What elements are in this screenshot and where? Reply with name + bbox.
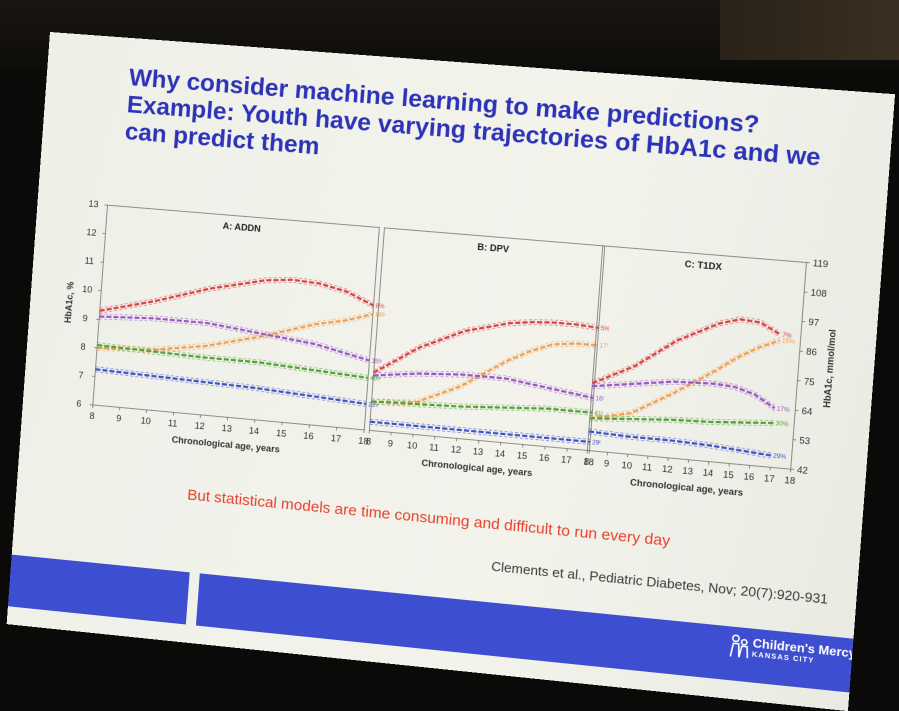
x-tick-label: 12 [450,444,461,455]
x-tick-label: 17 [330,433,341,444]
series-line [590,407,774,435]
x-tick-label: 9 [387,438,393,449]
x-tick-label: 18 [784,475,795,486]
series-band-lower [588,434,771,458]
y-right-tick-label: 119 [812,258,828,270]
x-tick-label: 14 [249,425,260,436]
x-tick-label: 16 [539,452,550,463]
series-end-label: 30% [775,421,789,428]
y-tick-label: 12 [86,227,97,238]
x-tick-label: 15 [276,428,287,439]
x-tick-label: 12 [194,420,205,431]
panel-title: B: DPV [477,242,509,255]
x-tick-label: 9 [604,458,610,469]
projected-slide: Why consider machine learning to make pr… [7,32,895,711]
chart-panel-addn: A: ADDN89101112131415161718Chronological… [49,192,392,487]
x-tick-label: 14 [494,448,505,459]
series-band-upper [590,322,780,432]
y-tick-label: 11 [84,256,94,267]
x-tick-label: 13 [221,423,232,434]
series-band-lower [592,310,781,402]
series-line [374,307,599,392]
y-tick-label: 13 [88,199,99,210]
x-tick-label: 11 [168,418,178,429]
series-end-label: 15% [782,339,796,346]
series-band-lower [373,310,598,395]
x-tick-label: 10 [407,440,418,451]
x-tick-label: 12 [662,464,673,475]
x-tick-label: 8 [366,436,372,447]
x-axis-label: Chronological age, years [171,434,280,454]
x-tick-label: 14 [702,467,713,478]
x-axis-label: Chronological age, years [421,458,533,479]
y-right-tick-label: 108 [810,287,827,299]
footer-bar-left [8,555,190,625]
series-band-lower [95,372,367,407]
room-wall [720,0,899,60]
y-right-tick-label: 53 [799,435,811,446]
series-line [100,264,375,335]
x-tick-label: 15 [723,469,734,480]
x-tick-label: 16 [303,430,314,441]
x-tick-label: 16 [743,471,754,482]
series-band-lower [96,348,368,381]
y-right-tick-label: 75 [803,376,815,387]
series-band-upper [590,404,774,432]
series-line [97,345,369,378]
series-band-upper [370,419,590,439]
y-tick-label: 7 [78,370,84,380]
x-tick-label: 8 [89,411,95,421]
y-right-tick-label: 64 [801,406,813,417]
x-axis-label: Chronological age, years [630,477,744,498]
x-tick-label: 11 [429,442,439,453]
chart-panel-t1dx: C: T1DX 8 9 10 11 12 13 14 15 16 17 18 Chronological… [575,235,856,531]
x-tick-label: 13 [472,446,483,457]
y-axis-label: HbA1c, % [63,281,76,323]
y-right-axis-label: HbA1c, mmol/mol [821,329,838,408]
panel-title: A: ADDN [222,221,261,234]
family-logo-icon [728,634,751,661]
citation-text: Clements et al., Pediatric Diabetes, Nov… [491,558,829,606]
y-tick-label: 10 [82,284,93,295]
panel-title: C: T1DX [684,259,722,272]
y-tick-label: 6 [76,398,82,408]
x-tick-label: 9 [116,413,122,423]
series-band-upper [100,261,375,332]
x-tick-label: 15 [516,450,527,461]
series-band-lower [370,424,590,444]
y-tick-label: 8 [80,341,86,351]
series-end-label: 17% [777,406,791,413]
x-tick-label: 13 [682,465,693,476]
plot-frame [369,228,604,451]
slide-title: Why consider machine learning to make pr… [124,64,847,202]
series-line [370,422,590,442]
x-tick-label: 17 [764,473,775,484]
y-right-tick-label: 97 [808,317,820,328]
x-tick-label: 17 [561,454,572,465]
x-tick-label: 11 [642,462,653,473]
series-end-label: 29% [773,454,787,461]
y-tick-label: 9 [82,313,88,323]
series-line [98,314,371,361]
series-line [592,373,776,408]
x-tick-label: 10 [140,415,151,426]
x-tick-label: 10 [621,460,632,471]
x-tick-label: 8 [583,456,589,467]
series-line [588,431,771,455]
y-right-tick-label: 42 [797,465,808,476]
y-right-tick-label: 86 [806,346,818,357]
